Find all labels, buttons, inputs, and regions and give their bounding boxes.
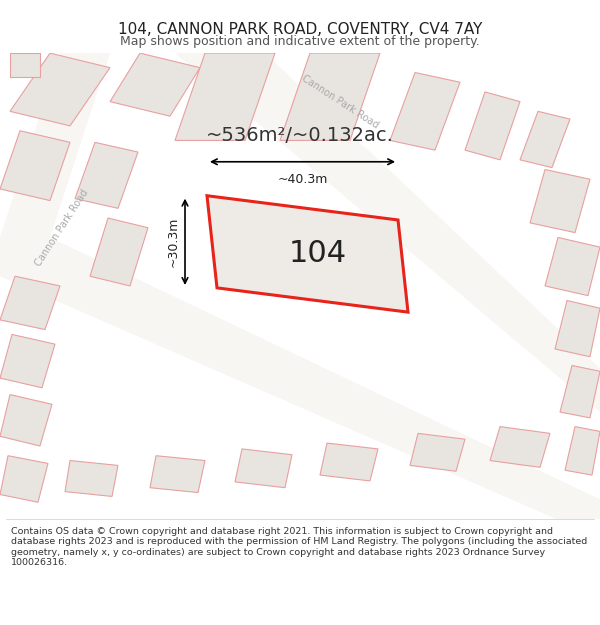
Polygon shape — [175, 53, 600, 412]
Polygon shape — [0, 456, 48, 503]
Polygon shape — [320, 443, 378, 481]
Polygon shape — [545, 238, 600, 296]
Text: Cannon Park Road: Cannon Park Road — [34, 188, 91, 268]
Polygon shape — [520, 111, 570, 168]
Polygon shape — [0, 276, 60, 329]
Text: Contains OS data © Crown copyright and database right 2021. This information is : Contains OS data © Crown copyright and d… — [11, 527, 587, 568]
Text: 104: 104 — [289, 239, 347, 268]
Polygon shape — [490, 427, 550, 468]
Polygon shape — [110, 53, 200, 116]
Text: ~40.3m: ~40.3m — [277, 173, 328, 186]
Polygon shape — [90, 218, 148, 286]
Polygon shape — [65, 461, 118, 496]
Polygon shape — [75, 142, 138, 208]
Polygon shape — [10, 53, 110, 126]
Polygon shape — [175, 53, 275, 141]
Polygon shape — [235, 449, 292, 488]
Polygon shape — [280, 53, 380, 141]
Text: ~536m²/~0.132ac.: ~536m²/~0.132ac. — [206, 126, 394, 145]
Text: Map shows position and indicative extent of the property.: Map shows position and indicative extent… — [120, 35, 480, 48]
Text: Cannon Park Road: Cannon Park Road — [300, 73, 380, 130]
Polygon shape — [10, 53, 40, 78]
Polygon shape — [565, 427, 600, 475]
Polygon shape — [410, 433, 465, 471]
Polygon shape — [0, 394, 52, 446]
Polygon shape — [0, 334, 55, 388]
Polygon shape — [555, 301, 600, 357]
Polygon shape — [530, 169, 590, 232]
Polygon shape — [0, 53, 600, 538]
Polygon shape — [465, 92, 520, 160]
Polygon shape — [390, 72, 460, 150]
Text: 104, CANNON PARK ROAD, COVENTRY, CV4 7AY: 104, CANNON PARK ROAD, COVENTRY, CV4 7AY — [118, 22, 482, 37]
Polygon shape — [0, 131, 70, 201]
Polygon shape — [207, 196, 408, 312]
Text: ~30.3m: ~30.3m — [167, 217, 180, 267]
Polygon shape — [560, 366, 600, 418]
Polygon shape — [150, 456, 205, 493]
